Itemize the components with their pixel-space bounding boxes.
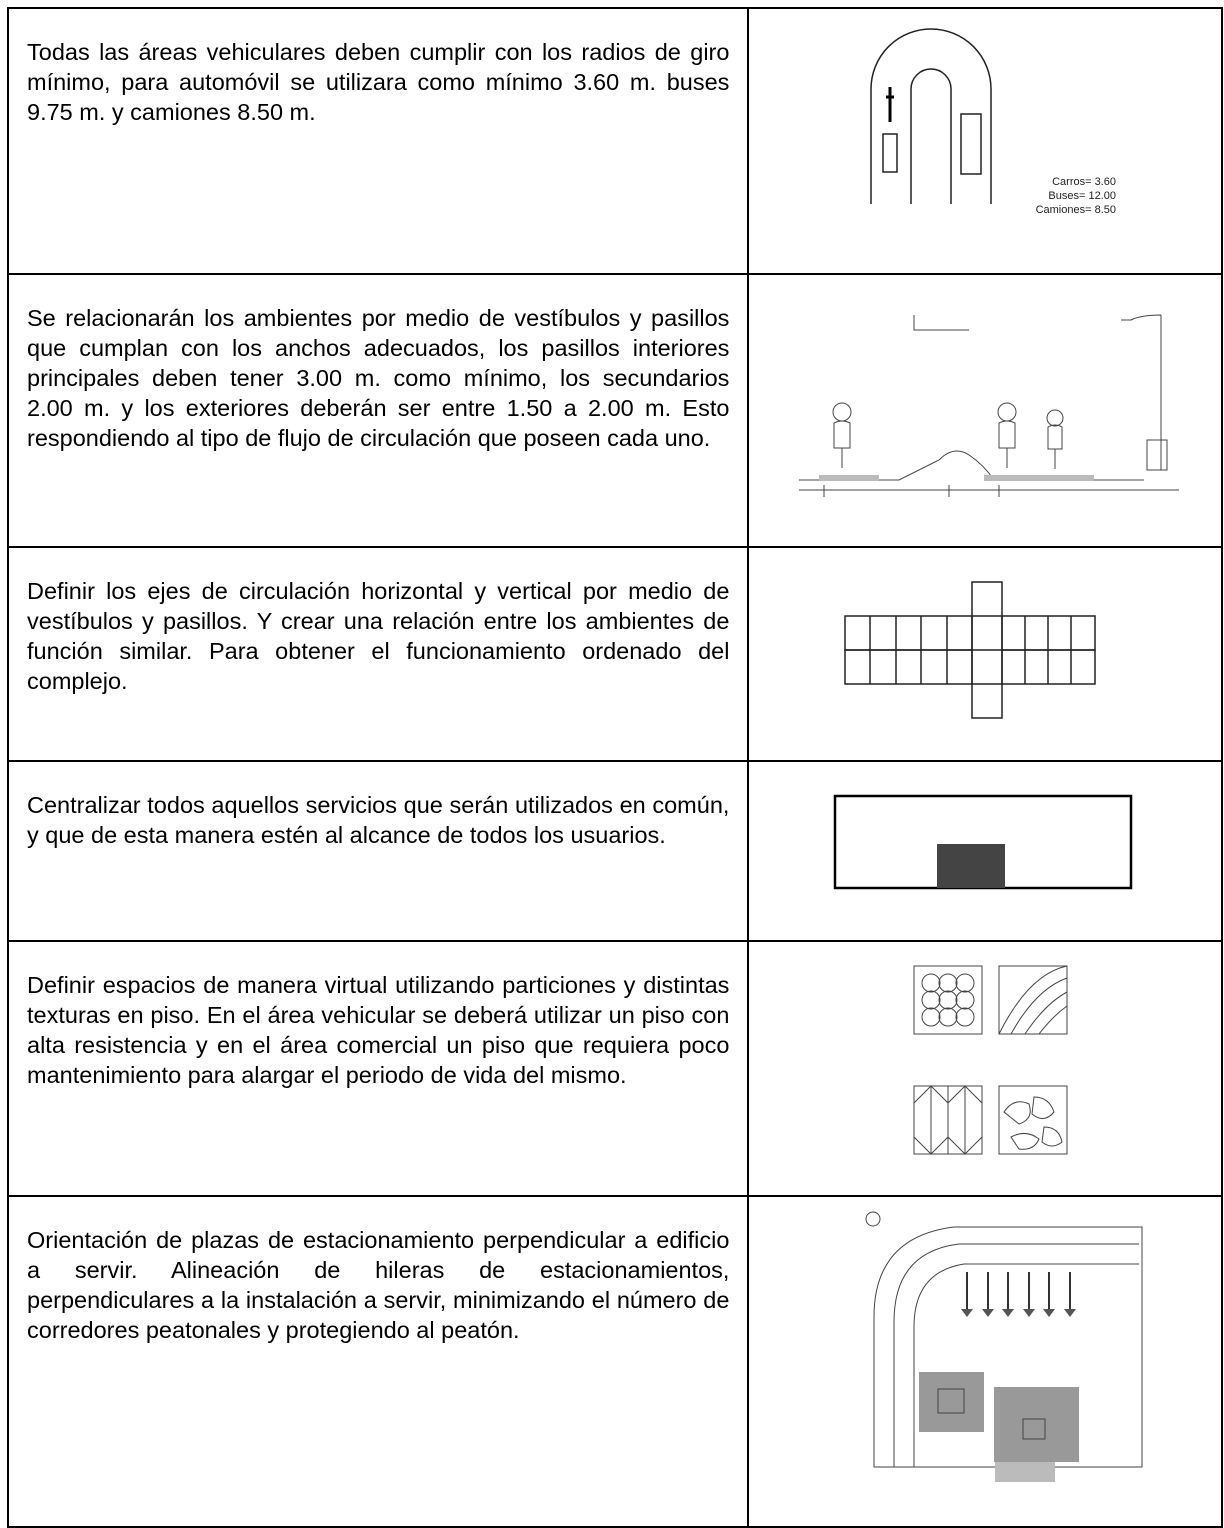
- table-row: Centralizar todos aquellos servicios que…: [6, 760, 1223, 942]
- parking-layout-diagram: [865, 1211, 1143, 1482]
- row-diagram: [747, 546, 1223, 762]
- row-text: Centralizar todos aquellos servicios que…: [6, 760, 750, 942]
- bike-path-diagram: [799, 314, 1180, 497]
- diagram-label: Carros= 3.60: [1053, 176, 1117, 188]
- design-table: Todas las áreas vehiculares deben cumpli…: [6, 7, 1223, 1528]
- row-text: Orientación de plazas de estacionamiento…: [6, 1195, 750, 1528]
- table-row: Todas las áreas vehiculares deben cumpli…: [6, 7, 1223, 275]
- table-row: Definir los ejes de circulación horizont…: [6, 546, 1223, 762]
- table-row: Definir espacios de manera virtual utili…: [6, 940, 1223, 1197]
- row-diagram: [747, 940, 1223, 1197]
- row-diagram: [747, 1195, 1223, 1528]
- turning-radius-diagram: Carros= 3.60 Buses= 12.00 Camiones= 8.50: [870, 28, 1117, 216]
- table-row: Se relacionarán los ambientes por medio …: [6, 273, 1223, 548]
- row-text: Se relacionarán los ambientes por medio …: [6, 273, 750, 548]
- circulation-axes-diagram: [844, 581, 1097, 719]
- row-diagram: [747, 760, 1223, 942]
- floor-textures-diagram: [913, 965, 1068, 1155]
- centralized-services-diagram: [834, 794, 1133, 890]
- diagram-label: Camiones= 8.50: [1036, 204, 1116, 216]
- row-text: Todas las áreas vehiculares deben cumpli…: [6, 7, 750, 275]
- table-row: Orientación de plazas de estacionamiento…: [6, 1195, 1223, 1528]
- row-text: Definir espacios de manera virtual utili…: [6, 940, 750, 1197]
- row-diagram: [747, 273, 1223, 548]
- diagram-label: Buses= 12.00: [1049, 190, 1117, 202]
- row-diagram: Carros= 3.60 Buses= 12.00 Camiones= 8.50: [747, 7, 1223, 275]
- row-text: Definir los ejes de circulación horizont…: [6, 546, 750, 762]
